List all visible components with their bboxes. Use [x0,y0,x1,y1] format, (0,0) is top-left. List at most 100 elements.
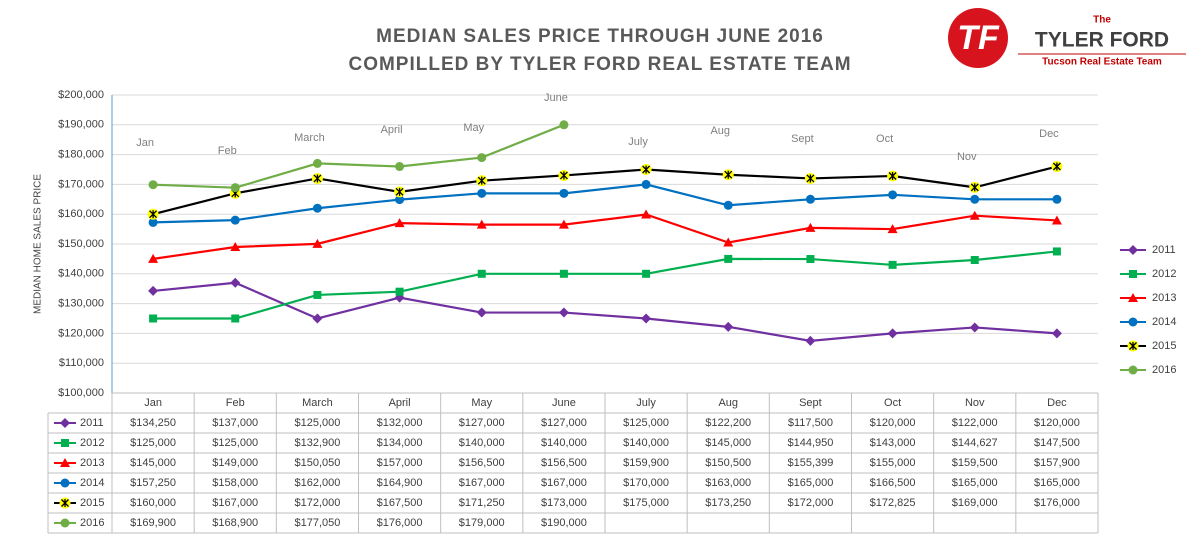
marker-x [149,210,158,219]
logo-the: The [1093,15,1111,26]
marker [312,238,323,248]
x-tick-label: Sept [799,397,822,409]
legend-item: 2014 [1120,316,1176,328]
month-annotation: Nov [957,151,977,163]
table-cell: $137,000 [212,417,258,429]
legend-label: 2012 [1152,268,1176,280]
table-cell: $147,500 [1034,437,1080,449]
marker [1052,194,1062,204]
marker [312,313,323,324]
table-series-label: 2016 [80,517,104,529]
month-annotation: Jan [136,137,154,149]
legend-label: 2014 [1152,316,1176,328]
marker [1051,161,1063,173]
marker [395,162,405,172]
marker-x [642,165,651,174]
x-tick-label: Dec [1047,397,1067,409]
marker [722,169,734,181]
logo-tagline: Tucson Real Estate Team [1042,57,1162,68]
month-annotation: Dec [1039,128,1059,140]
table-cell: $177,050 [294,517,340,529]
y-tick-label: $190,000 [58,119,104,131]
marker [395,195,405,205]
table-cell: $157,000 [377,457,423,469]
table-cell: $156,500 [459,457,505,469]
marker [804,172,816,184]
marker [558,219,569,229]
table-cell: $159,900 [623,457,669,469]
logo: TF The TYLER FORD Tucson Real Estate Tea… [948,8,1186,68]
marker [723,200,733,210]
table-cell: $162,000 [294,477,340,489]
marker [805,194,815,204]
marker [640,164,652,175]
marker [311,172,323,184]
table-cell: $132,000 [377,417,423,429]
series-line [153,123,565,189]
marker [887,328,898,339]
table-cell: $157,900 [1034,457,1080,469]
y-tick-label: $200,000 [58,89,104,101]
marker-x [477,176,486,185]
table-cell: $144,627 [952,437,998,449]
table-cell: $173,000 [541,497,587,509]
month-annotation: May [463,122,484,134]
data-table: Jan Feb March April May June July Aug Sept Oct Nov… [47,392,1099,534]
marker [476,307,487,318]
legend-label: 2013 [1152,292,1176,304]
marker [969,181,981,193]
series [147,161,1063,220]
marker [148,285,159,296]
marker [970,256,979,265]
table-cell: $117,500 [788,417,833,429]
legend-item: 2015 [1120,340,1176,352]
marker [230,277,241,288]
marker [1129,270,1137,278]
marker [60,458,70,467]
table-cell: $165,000 [787,477,833,489]
series [148,209,1062,263]
marker [723,237,734,247]
x-tick-label: Jan [144,397,162,409]
marker [641,209,652,219]
table-cell: $140,000 [541,437,587,449]
table-series-label: 2012 [80,437,104,449]
legend-item: 2016 [1120,364,1176,376]
x-tick-label: July [636,397,656,409]
y-tick-label: $180,000 [58,149,104,161]
marker [476,175,488,187]
marker [231,314,240,323]
marker [559,188,569,198]
chart-title: MEDIAN SALES PRICE THROUGH JUNE 2016 [376,26,824,47]
series-line [152,281,1057,342]
table-series-label: 2014 [80,477,104,489]
marker [1051,328,1062,339]
y-tick-label: $170,000 [58,178,104,190]
table-cell: $167,000 [459,477,505,489]
marker [642,269,651,278]
x-tick-label: Aug [718,397,738,409]
table-cell: $172,000 [294,497,340,509]
marker-x [806,174,815,183]
table-cell: $160,000 [130,497,176,509]
marker [887,170,899,182]
table-cell: $169,000 [952,497,998,509]
table-cell: $120,000 [870,417,916,429]
marker [148,253,159,263]
month-annotation: Sept [791,133,814,145]
marker [477,269,486,278]
table-cell: $122,200 [705,417,751,429]
table-cell: $167,000 [212,497,258,509]
y-tick-label: $160,000 [58,208,104,220]
marker [970,194,980,204]
table-cell: $159,500 [952,457,998,469]
marker [60,418,70,428]
series-line [153,183,1057,224]
legend-label: 2015 [1152,340,1176,352]
marker [887,224,898,234]
marker [147,208,159,220]
marker [477,153,487,163]
table-cell: $157,250 [130,477,176,489]
table-cell: $175,000 [623,497,669,509]
table-cell: $127,000 [541,417,587,429]
